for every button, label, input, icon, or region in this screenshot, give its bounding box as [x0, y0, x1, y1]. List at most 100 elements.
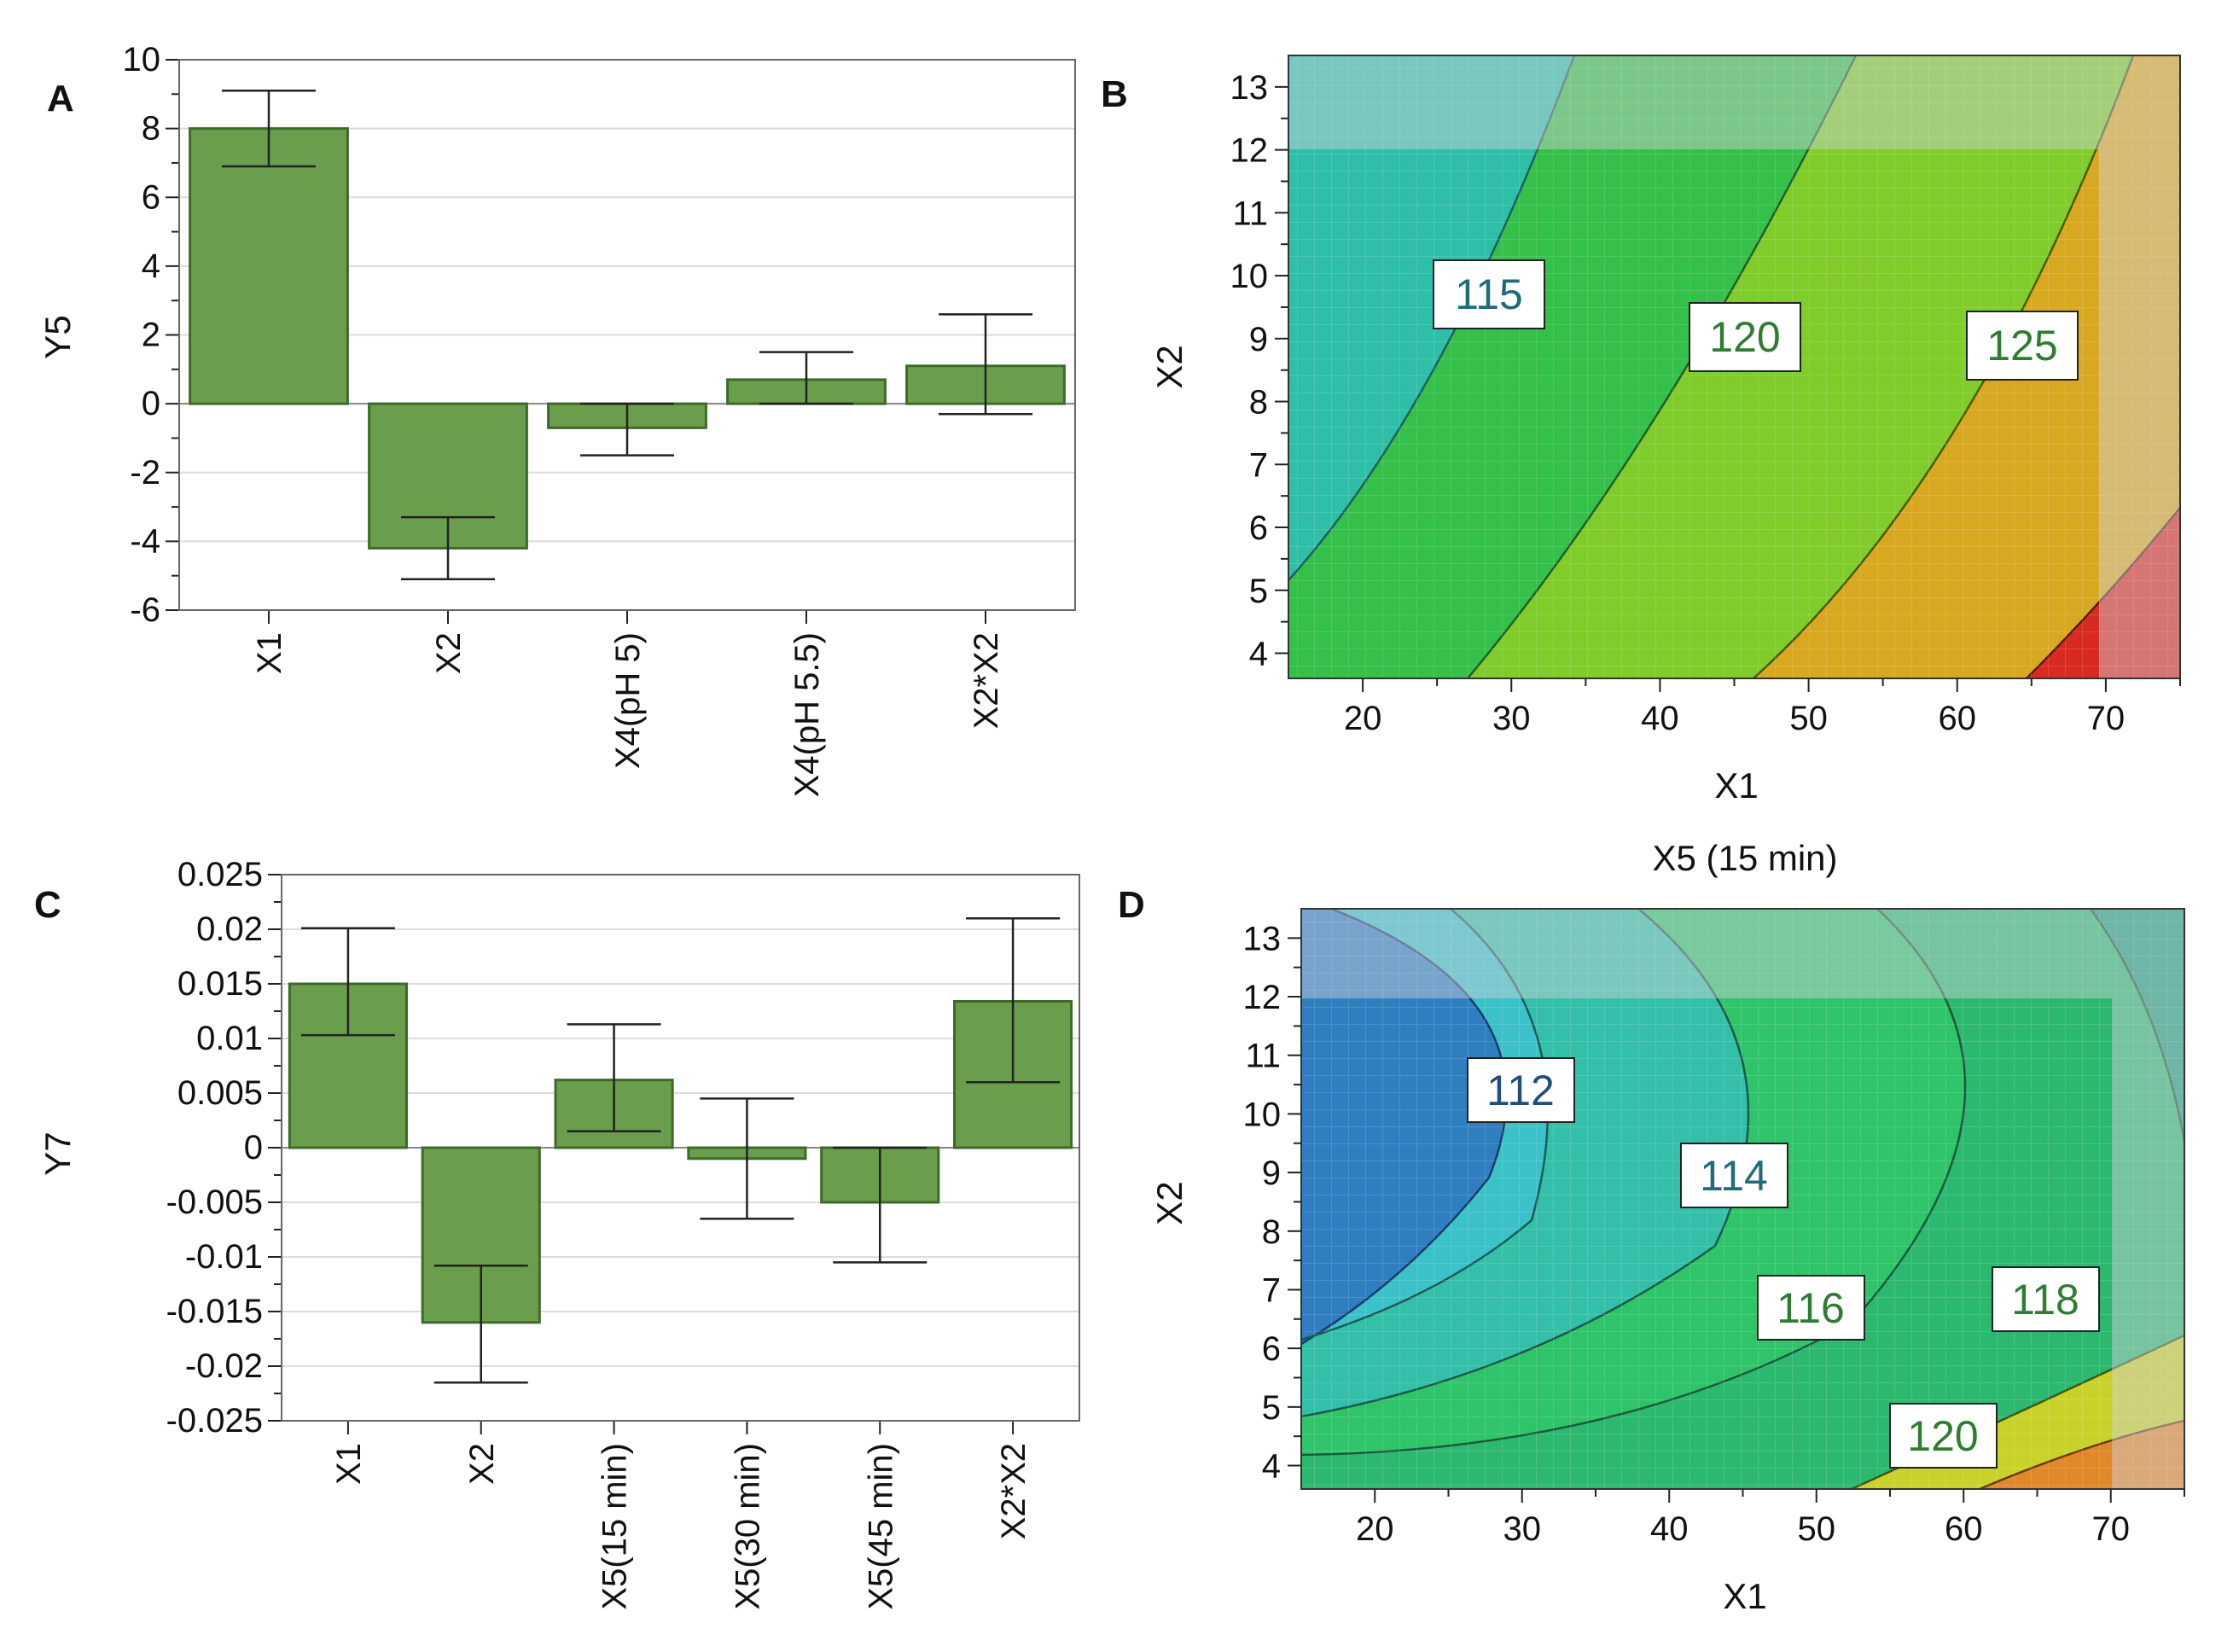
contour-d-axes: 20 30 40 50 60 70 13 12 11 10 9 8 7 6 5 4 — [1243, 920, 2185, 1548]
bar-chart-a: 10 8 6 4 2 0 -2 -4 -6 X1 X2 X4(pH 5) X4(pH 5.5) X2*X2 — [123, 41, 1076, 797]
chart-a-frame — [178, 59, 1076, 611]
panel-letter-a: A — [47, 78, 74, 119]
contour-d-label-118: 118 — [2011, 1276, 2079, 1323]
contour-d-label-116-box — [1757, 1275, 1865, 1341]
contour-d-ytick-label: 9 — [1262, 1155, 1281, 1192]
contour-d-title: X5 (15 min) — [1652, 838, 1837, 878]
chart-a-xtick-label: X4(pH 5.5) — [788, 632, 826, 797]
contour-d-label-112: 112 — [1486, 1067, 1555, 1114]
chart-c-ytick-label: -0.02 — [185, 1347, 263, 1385]
chart-c-ytick-label: -0.025 — [166, 1402, 263, 1440]
contour-d-label-112-box — [1467, 1057, 1575, 1123]
contour-d-label-114: 114 — [1700, 1152, 1768, 1200]
chart-a-ytick-label: 10 — [123, 41, 161, 79]
contour-b-label-125-box — [1966, 311, 2079, 381]
chart-c-ytick-label: -0.01 — [185, 1238, 263, 1276]
contour-d-xtick-label: 70 — [2092, 1510, 2131, 1548]
contour-d-label-118-box — [1992, 1266, 2100, 1332]
chart-c-ytick-label: 0 — [244, 1129, 263, 1166]
contour-d-shade-top — [1301, 909, 2184, 998]
chart-c-ytick-label: 0.005 — [177, 1074, 263, 1112]
contour-b-xtick-label: 60 — [1939, 700, 1977, 737]
contour-d-ylabel: X2 — [1149, 1181, 1189, 1224]
panel-letter-c: C — [34, 884, 61, 926]
contour-b-xtick-label: 40 — [1641, 700, 1679, 737]
chart-a-ytick-label: 6 — [142, 178, 160, 216]
contour-d-label-116: 116 — [1777, 1284, 1845, 1332]
contour-b-label-125: 125 — [1986, 322, 2057, 369]
contour-b-ytick-label: 6 — [1249, 509, 1268, 547]
panel-letter-b: B — [1101, 73, 1128, 115]
chart-a-ylabel: Y5 — [38, 315, 78, 358]
contour-b-xtick-label: 30 — [1492, 700, 1531, 737]
contour-b-xtick-label: 70 — [2087, 700, 2126, 737]
contour-b-ytick-label: 4 — [1249, 636, 1268, 673]
chart-a-ytick-label: 0 — [142, 385, 160, 422]
chart-c-frame — [281, 874, 1080, 1422]
contour-d-ytick-label: 4 — [1262, 1448, 1281, 1486]
contour-b-xtick-label: 20 — [1344, 700, 1382, 737]
chart-a-ytick-label: 8 — [142, 110, 160, 148]
contour-d-ytick-label: 8 — [1262, 1213, 1281, 1251]
panel-letter-d: D — [1118, 884, 1145, 926]
chart-a-ytick-label: -2 — [130, 454, 160, 492]
contour-b-ytick-label: 13 — [1230, 69, 1269, 107]
chart-c-ytick-label: -0.015 — [166, 1293, 263, 1330]
chart-c-xtick-label: X2*X2 — [995, 1443, 1032, 1539]
chart-a-ytick-label: 4 — [142, 247, 160, 285]
chart-c-xtick-label: X5(30 min) — [729, 1443, 766, 1610]
contour-b-ytick-label: 5 — [1249, 573, 1268, 610]
chart-a-ytick-label: -6 — [130, 591, 160, 629]
contour-b-ylabel: X2 — [1149, 345, 1189, 388]
contour-b-ytick-label: 9 — [1249, 321, 1268, 358]
contour-b-xlabel: X1 — [1714, 765, 1758, 806]
contour-b-xtick-label: 50 — [1789, 700, 1828, 737]
contour-b-ytick-label: 12 — [1230, 132, 1269, 170]
contour-b-axes: 20 30 40 50 60 70 13 12 11 10 9 8 7 6 5 4 — [1230, 69, 2181, 737]
chart-c-ytick-label: 0.01 — [196, 1020, 263, 1057]
contour-b-label-115-box — [1433, 259, 1545, 329]
contour-b-ytick-label: 10 — [1230, 258, 1269, 295]
contour-d-ytick-label: 10 — [1243, 1096, 1282, 1133]
contour-d-xlabel: X1 — [1723, 1576, 1766, 1616]
contour-d-ytick-label: 13 — [1243, 920, 1282, 957]
chart-c-ylabel: Y7 — [38, 1131, 78, 1175]
chart-c-ytick-label: 0.02 — [196, 910, 263, 948]
chart-c-ytick-label: 0.015 — [177, 965, 263, 1003]
contour-d-label-120-box — [1889, 1403, 1998, 1469]
contour-b-ytick-label: 11 — [1232, 195, 1268, 232]
contour-b-ytick-label: 7 — [1249, 446, 1268, 484]
contour-d-ytick-label: 11 — [1245, 1038, 1281, 1075]
contour-chart-d: 112 114 116 118 120 — [1300, 908, 2185, 1490]
chart-c-xtick-label: X5(15 min) — [596, 1443, 634, 1610]
contour-b-label-120: 120 — [1709, 313, 1780, 361]
contour-d-xtick-label: 30 — [1503, 1510, 1542, 1548]
chart-a-bar — [189, 127, 349, 405]
bar-chart-c: 0.025 0.02 0.015 0.01 0.005 0 -0.005 -0.01 -0.01… — [166, 856, 1080, 1610]
chart-a-xtick-label: X1 — [251, 632, 288, 674]
contour-b-shade-top — [1288, 55, 2180, 149]
chart-a-xtick-label: X2*X2 — [968, 632, 1005, 729]
chart-c-ytick-label: 0.025 — [177, 856, 263, 893]
contour-d-ytick-label: 6 — [1262, 1330, 1281, 1368]
chart-a-ytick-label: -4 — [130, 522, 160, 560]
chart-c-ytick-label: -0.005 — [166, 1184, 263, 1221]
chart-a-ytick-label: 2 — [142, 317, 160, 354]
chart-c-xtick-label: X5(45 min) — [862, 1443, 899, 1610]
contour-b-label-115: 115 — [1455, 270, 1523, 318]
chart-a-xtick-label: X4(pH 5) — [609, 632, 647, 769]
contour-d-shade-right — [2112, 998, 2184, 1489]
contour-b-shade-right — [2099, 149, 2180, 678]
chart-c-xtick-label: X2 — [463, 1443, 501, 1485]
contour-d-ytick-label: 12 — [1243, 979, 1282, 1016]
contour-d-xtick-label: 60 — [1945, 1510, 1983, 1548]
contour-d-label-120: 120 — [1907, 1412, 1978, 1460]
contour-d-xtick-label: 40 — [1650, 1510, 1689, 1548]
contour-chart-b: 115 120 125 — [1288, 55, 2181, 679]
contour-d-xtick-label: 20 — [1356, 1510, 1394, 1548]
contour-b-ytick-label: 8 — [1249, 384, 1268, 422]
chart-a-xtick-label: X2 — [430, 632, 468, 674]
chart-c-xtick-label: X1 — [330, 1443, 368, 1485]
contour-d-label-114-box — [1680, 1143, 1788, 1208]
